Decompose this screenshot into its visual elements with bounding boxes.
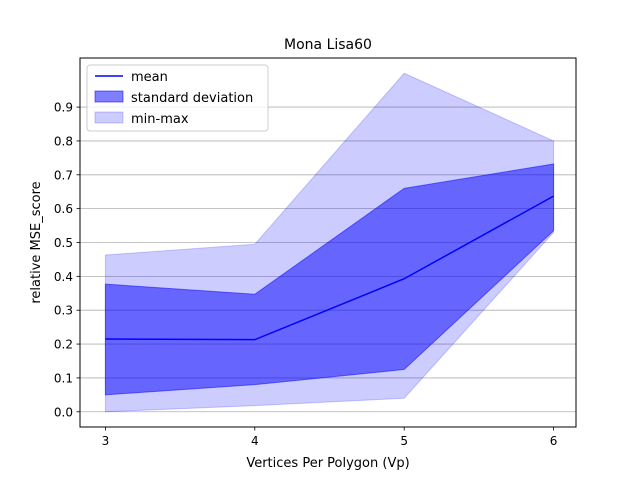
y-tick-label-3: 0.3 <box>54 304 73 318</box>
legend: mean standard deviation min-max <box>86 64 269 132</box>
lines <box>105 195 554 341</box>
legend-label-standard-deviation: standard deviation <box>131 91 253 106</box>
y-tick-label-1: 0.1 <box>54 371 73 385</box>
bands <box>104 72 555 413</box>
y-tick-label-9: 0.9 <box>54 101 73 115</box>
y-tick-label-7: 0.7 <box>54 168 73 182</box>
y-axis-label: relative MSE_score <box>29 181 44 303</box>
y-tick-label-6: 0.6 <box>54 202 73 216</box>
x-tick-label-3: 6 <box>550 434 558 448</box>
series-line-mean <box>105 195 554 341</box>
y-tick-label-2: 0.2 <box>54 338 73 352</box>
x-ticks: 3 4 5 6 <box>102 427 558 448</box>
legend-frame <box>86 64 269 132</box>
x-tick-label-1: 4 <box>251 434 259 448</box>
y-tick-label-0: 0.0 <box>54 405 73 419</box>
chart-title: Mona Lisa60 <box>284 37 372 53</box>
legend-label-mean: mean <box>131 70 168 85</box>
legend-label-min-max: min-max <box>131 112 189 127</box>
y-tick-label-4: 0.4 <box>54 270 73 284</box>
y-ticks: 0.0 0.1 0.2 0.3 0.4 0.5 0.6 0.7 0.8 0.9 <box>54 101 80 419</box>
legend-swatch-standard-deviation <box>94 90 124 103</box>
x-axis-label: Vertices Per Polygon (Vp) <box>246 456 409 471</box>
x-tick-label-2: 5 <box>400 434 408 448</box>
y-tick-label-8: 0.8 <box>54 134 73 148</box>
band-standard-deviation <box>104 163 555 396</box>
y-tick-label-5: 0.5 <box>54 236 73 250</box>
x-tick-label-0: 3 <box>102 434 110 448</box>
legend-swatch-min-max <box>94 111 124 124</box>
